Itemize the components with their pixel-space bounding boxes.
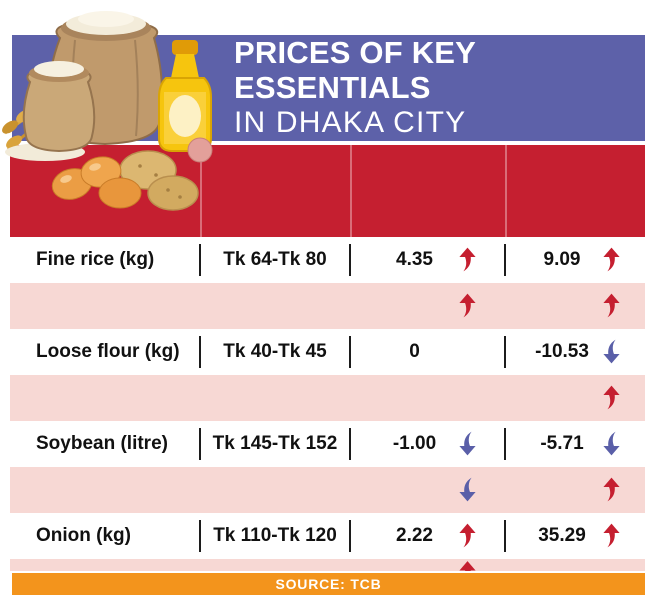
- onion-icon: [187, 137, 213, 163]
- up-arrow-icon: [459, 293, 476, 318]
- change-arrow: [603, 477, 621, 503]
- item-name: Onion (kg): [36, 525, 131, 546]
- infographic-subtitle: IN DHAKA CITY: [234, 105, 467, 139]
- column-divider: [505, 145, 507, 237]
- table-row: Loose flour (kg) Tk 40-Tk 45 0 -10.53: [10, 329, 645, 375]
- change-arrow: [459, 431, 477, 457]
- change-arrow: [459, 477, 477, 503]
- infographic-title: PRICES OF KEY ESSENTIALS: [234, 35, 476, 106]
- change-value: 4.35: [396, 249, 433, 270]
- change-arrow: [603, 247, 621, 273]
- change-arrow: [459, 561, 477, 571]
- price-table: Fine rice (kg) Tk 64-Tk 80 4.35 9.09 Loo…: [10, 145, 645, 571]
- change-cell: 2.22: [349, 513, 505, 559]
- change-arrow: [459, 523, 477, 549]
- up-arrow-icon: [603, 477, 620, 502]
- change-value: -10.53: [535, 341, 589, 362]
- change-cell: 4.35: [349, 237, 505, 283]
- spacer-row: [10, 559, 645, 571]
- change-cell: -5.71: [504, 421, 645, 467]
- down-arrow-icon: [603, 339, 620, 364]
- table-row: Fine rice (kg) Tk 64-Tk 80 4.35 9.09: [10, 237, 645, 283]
- column-divider: [350, 145, 352, 237]
- groceries-illustration: [2, 11, 213, 211]
- spacer-row: [10, 375, 645, 421]
- change-arrow: [459, 247, 477, 273]
- oil-bottle-icon: [158, 40, 212, 152]
- up-arrow-icon: [459, 247, 476, 272]
- change-arrow: [459, 293, 477, 319]
- change-value: 2.22: [396, 525, 433, 546]
- item-name: Fine rice (kg): [36, 249, 155, 270]
- spacer-row: [10, 283, 645, 329]
- change-value: 9.09: [543, 249, 581, 270]
- down-arrow-icon: [459, 431, 476, 456]
- column-divider: [200, 145, 202, 237]
- change-arrow: [603, 293, 621, 319]
- up-arrow-icon: [603, 293, 620, 318]
- down-arrow-icon: [603, 431, 620, 456]
- price-range: Tk 64-Tk 80: [199, 237, 350, 283]
- change-cell: 0: [349, 329, 505, 375]
- small-rice-sack-icon: [22, 61, 96, 153]
- up-arrow-icon: [459, 561, 476, 571]
- change-cell: -1.00: [349, 421, 505, 467]
- up-arrow-icon: [459, 523, 476, 548]
- change-arrow: [603, 339, 621, 365]
- change-value: 0: [409, 341, 420, 362]
- change-arrow: [603, 561, 621, 571]
- price-range: Tk 145-Tk 152: [199, 421, 350, 467]
- price-range: Tk 110-Tk 120: [199, 513, 350, 559]
- table-row: Onion (kg) Tk 110-Tk 120 2.22 35.29: [10, 513, 645, 559]
- eggs-icon: [51, 156, 142, 209]
- source-bar: SOURCE: TCB: [12, 573, 645, 595]
- up-arrow-icon: [603, 247, 620, 272]
- table-row: Soybean (litre) Tk 145-Tk 152 -1.00 -5.7…: [10, 421, 645, 467]
- potatoes-icon: [119, 150, 199, 211]
- change-value: -5.71: [540, 433, 584, 454]
- change-value: -1.00: [392, 433, 437, 454]
- down-arrow-icon: [459, 477, 476, 502]
- change-arrow: [603, 523, 621, 549]
- up-arrow-icon: [603, 385, 620, 410]
- change-arrow: [459, 386, 477, 411]
- item-name: Soybean (litre): [36, 433, 168, 454]
- change-cell: -10.53: [504, 329, 645, 375]
- change-arrow: [603, 431, 621, 457]
- change-arrow: [603, 385, 621, 411]
- source-label: SOURCE: TCB: [275, 576, 382, 592]
- change-value: 35.29: [538, 525, 586, 546]
- spacer-row: [10, 467, 645, 513]
- item-name: Loose flour (kg): [36, 341, 180, 362]
- change-cell: 35.29: [504, 513, 645, 559]
- up-arrow-icon: [603, 523, 620, 548]
- change-arrow: [459, 340, 477, 365]
- price-range: Tk 40-Tk 45: [199, 329, 350, 375]
- change-cell: 9.09: [504, 237, 645, 283]
